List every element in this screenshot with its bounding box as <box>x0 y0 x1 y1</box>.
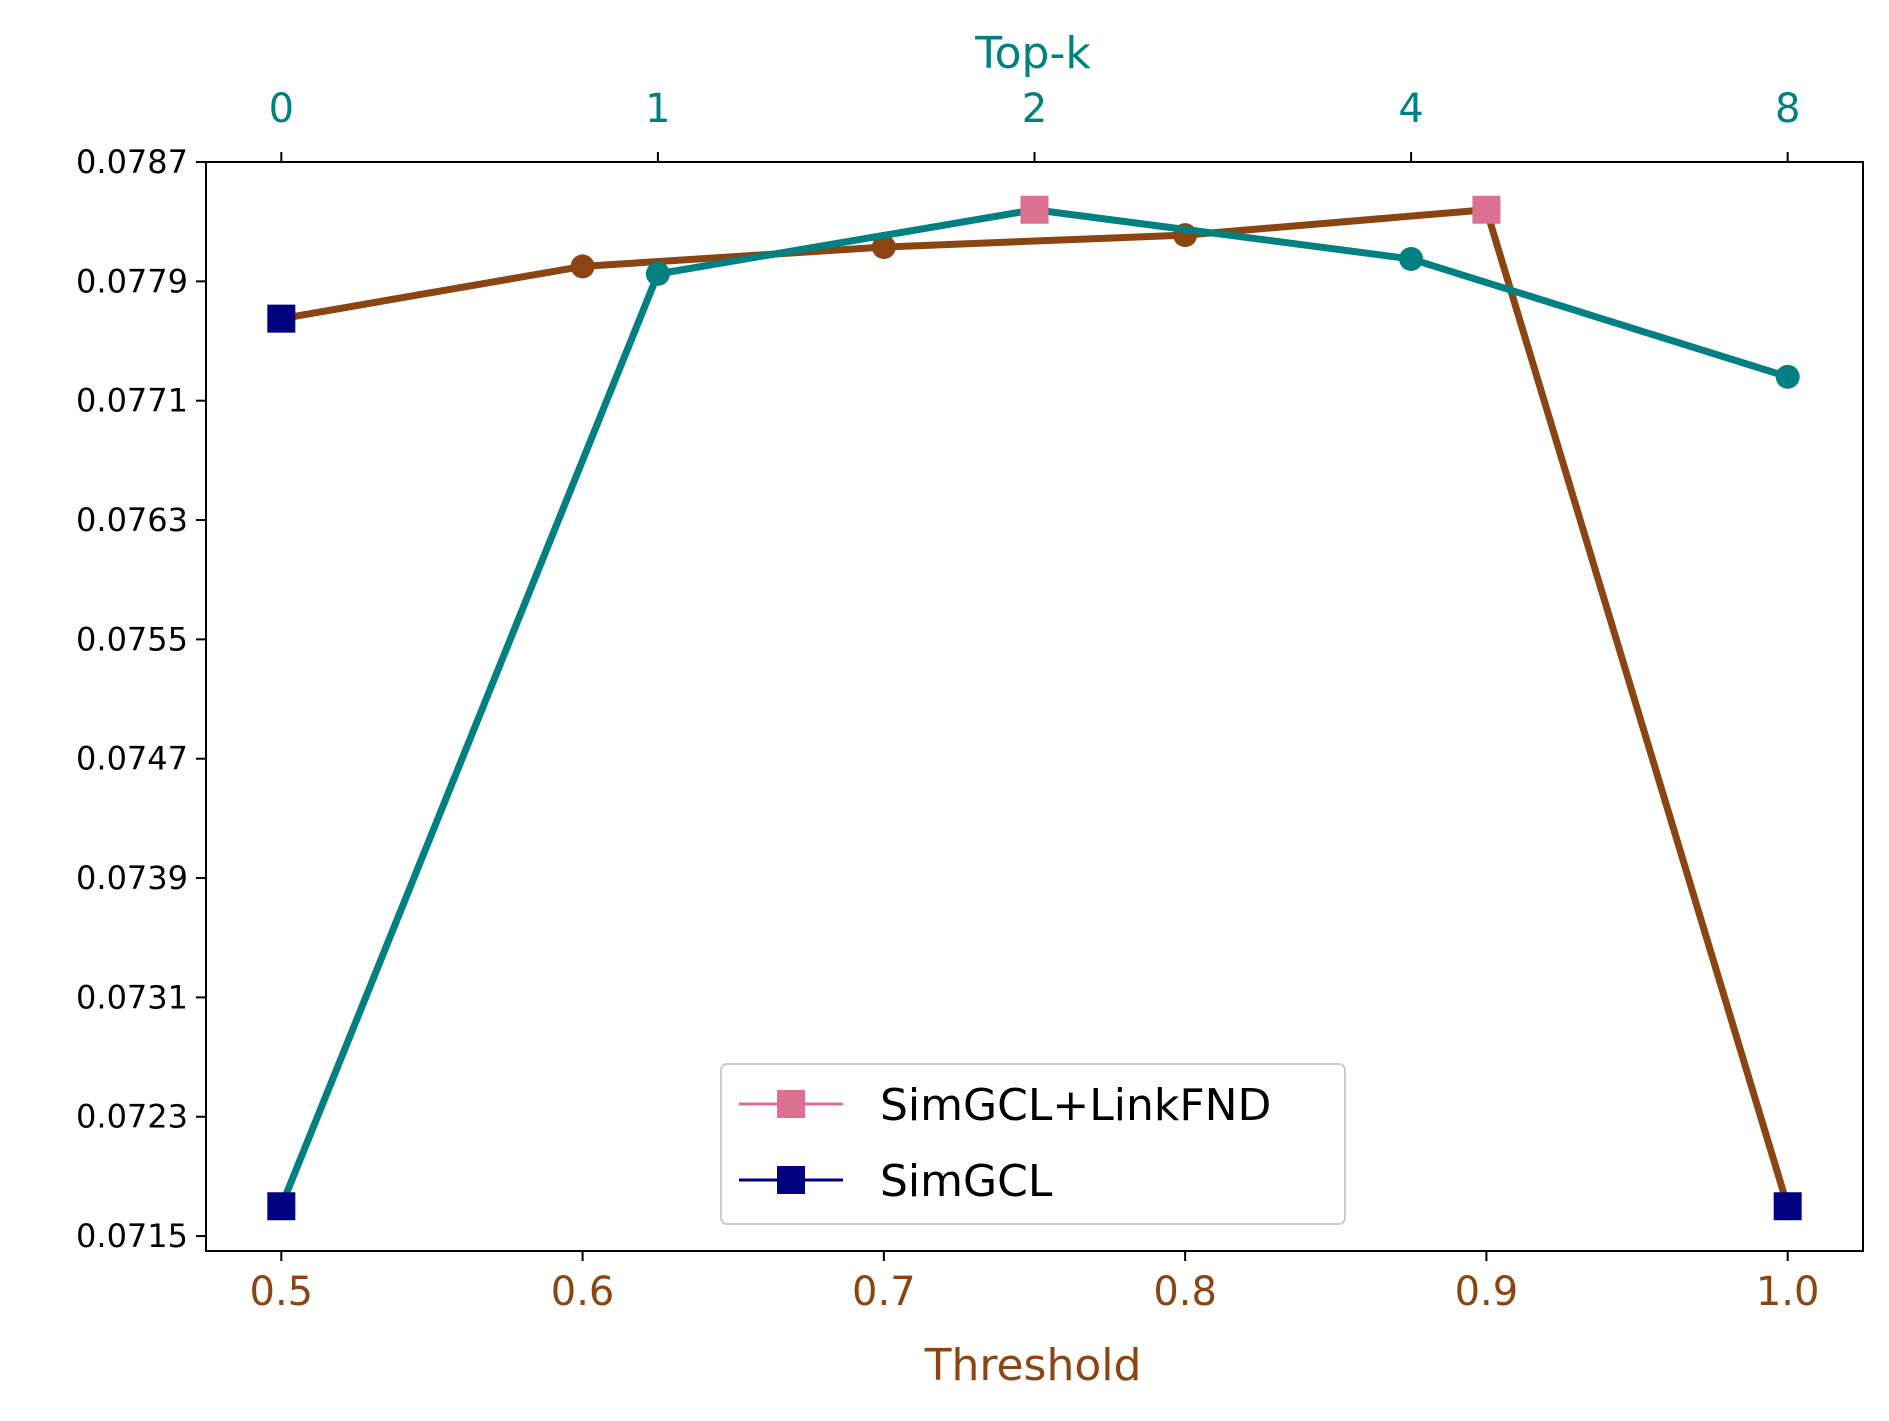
legend-box <box>720 1063 1346 1225</box>
x-bottom-tick-label: 1.0 <box>1756 1269 1820 1315</box>
x-bottom-tick-label: 0.9 <box>1455 1269 1519 1315</box>
x-axis-bottom: 0.5 0.6 0.7 0.8 0.9 1.0 <box>250 1251 1820 1315</box>
legend: SimGCL+LinkFND SimGCL <box>720 1063 1346 1225</box>
series-point-topk_series <box>645 261 670 286</box>
x-bottom-tick-label: 0.5 <box>250 1269 314 1315</box>
best-point-marker <box>1020 195 1049 224</box>
series-point-topk_series <box>1399 246 1424 271</box>
y-tick-label: 0.0723 <box>76 1098 188 1136</box>
y-tick-label: 0.0715 <box>76 1217 188 1255</box>
series-point-topk_series <box>1775 364 1800 389</box>
y-tick-label: 0.0771 <box>76 382 188 420</box>
y-tick-label: 0.0739 <box>76 859 188 897</box>
x-axis-bottom-label: Threshold <box>924 1340 1142 1391</box>
series-line-threshold_series <box>280 206 1792 1208</box>
y-tick-label: 0.0731 <box>76 978 188 1016</box>
baseline-point-marker <box>267 304 296 333</box>
series-layer <box>267 195 1802 1221</box>
series-point-threshold_series <box>570 254 595 279</box>
x-bottom-tick-label: 0.7 <box>852 1269 916 1315</box>
y-axis: 0.0715 0.0723 0.0731 0.0739 0.0747 0.0755 0.07… <box>76 143 206 1255</box>
legend-label-baseline: SimGCL <box>880 1156 1053 1207</box>
x-top-tick-label: 2 <box>1022 86 1047 132</box>
legend-swatch-marker-best <box>777 1090 805 1118</box>
y-tick-label: 0.0763 <box>76 501 188 539</box>
series-point-threshold_series <box>871 235 896 260</box>
baseline-point-marker <box>267 1192 296 1221</box>
x-bottom-tick-label: 0.6 <box>551 1269 615 1315</box>
x-bottom-tick-label: 0.8 <box>1153 1269 1217 1315</box>
x-top-tick-label: 8 <box>1775 86 1800 132</box>
y-tick-label: 0.0747 <box>76 740 188 778</box>
y-tick-label: 0.0755 <box>76 620 188 658</box>
x-axis-top-label: Top-k <box>974 28 1091 79</box>
best-point-marker <box>1472 195 1501 224</box>
legend-swatch-marker-baseline <box>777 1166 805 1194</box>
legend-label-best: SimGCL+LinkFND <box>880 1080 1271 1131</box>
baseline-point-marker <box>1773 1192 1802 1221</box>
x-top-tick-label: 1 <box>645 86 670 132</box>
y-tick-label: 0.0787 <box>76 143 188 181</box>
x-top-tick-label: 0 <box>269 86 294 132</box>
x-axis-top: 0 1 2 4 8 <box>269 86 1800 162</box>
x-top-tick-label: 4 <box>1398 86 1423 132</box>
y-tick-label: 0.0779 <box>76 262 188 300</box>
